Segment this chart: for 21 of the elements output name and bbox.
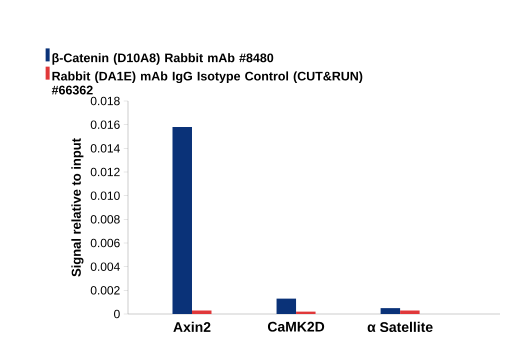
y-tick-label: 0.010 xyxy=(90,191,120,200)
y-tick-label: 0.006 xyxy=(90,238,120,248)
bar xyxy=(276,298,296,314)
bar xyxy=(400,310,420,314)
x-tick-label: α Satellite xyxy=(368,322,433,332)
y-tick-label: 0.004 xyxy=(90,262,120,271)
y-tick-label: 0 xyxy=(114,310,120,318)
bar xyxy=(172,127,192,314)
y-axis-title: Signal relative to input xyxy=(71,138,84,277)
y-tick-label: 0.002 xyxy=(90,286,120,295)
x-tick-label: Axin2 xyxy=(173,322,210,332)
y-tick-label: 0.016 xyxy=(90,120,120,129)
y-tick-label: 0.014 xyxy=(90,144,120,153)
bar xyxy=(192,310,212,314)
legend-label: Rabbit (DA1E) mAb IgG Isotype Control (CUT&RUN) #66362 xyxy=(52,71,362,94)
bar xyxy=(380,308,400,314)
x-tick-label: CaMK2D xyxy=(268,322,324,332)
y-tick-label: 0.012 xyxy=(90,168,120,176)
y-tick-label: 0.018 xyxy=(90,96,120,106)
legend-label: β-Catenin (D10A8) Rabbit mAb #8480 xyxy=(52,53,274,65)
y-tick-label: 0.008 xyxy=(90,215,120,224)
